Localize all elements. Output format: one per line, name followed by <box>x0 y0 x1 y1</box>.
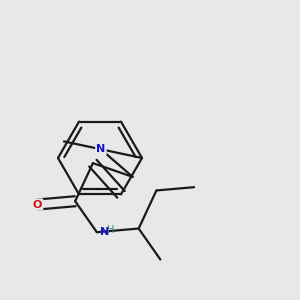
Text: O: O <box>33 200 42 209</box>
Text: N: N <box>100 227 109 237</box>
Text: H: H <box>107 225 114 235</box>
Text: N: N <box>96 144 106 154</box>
